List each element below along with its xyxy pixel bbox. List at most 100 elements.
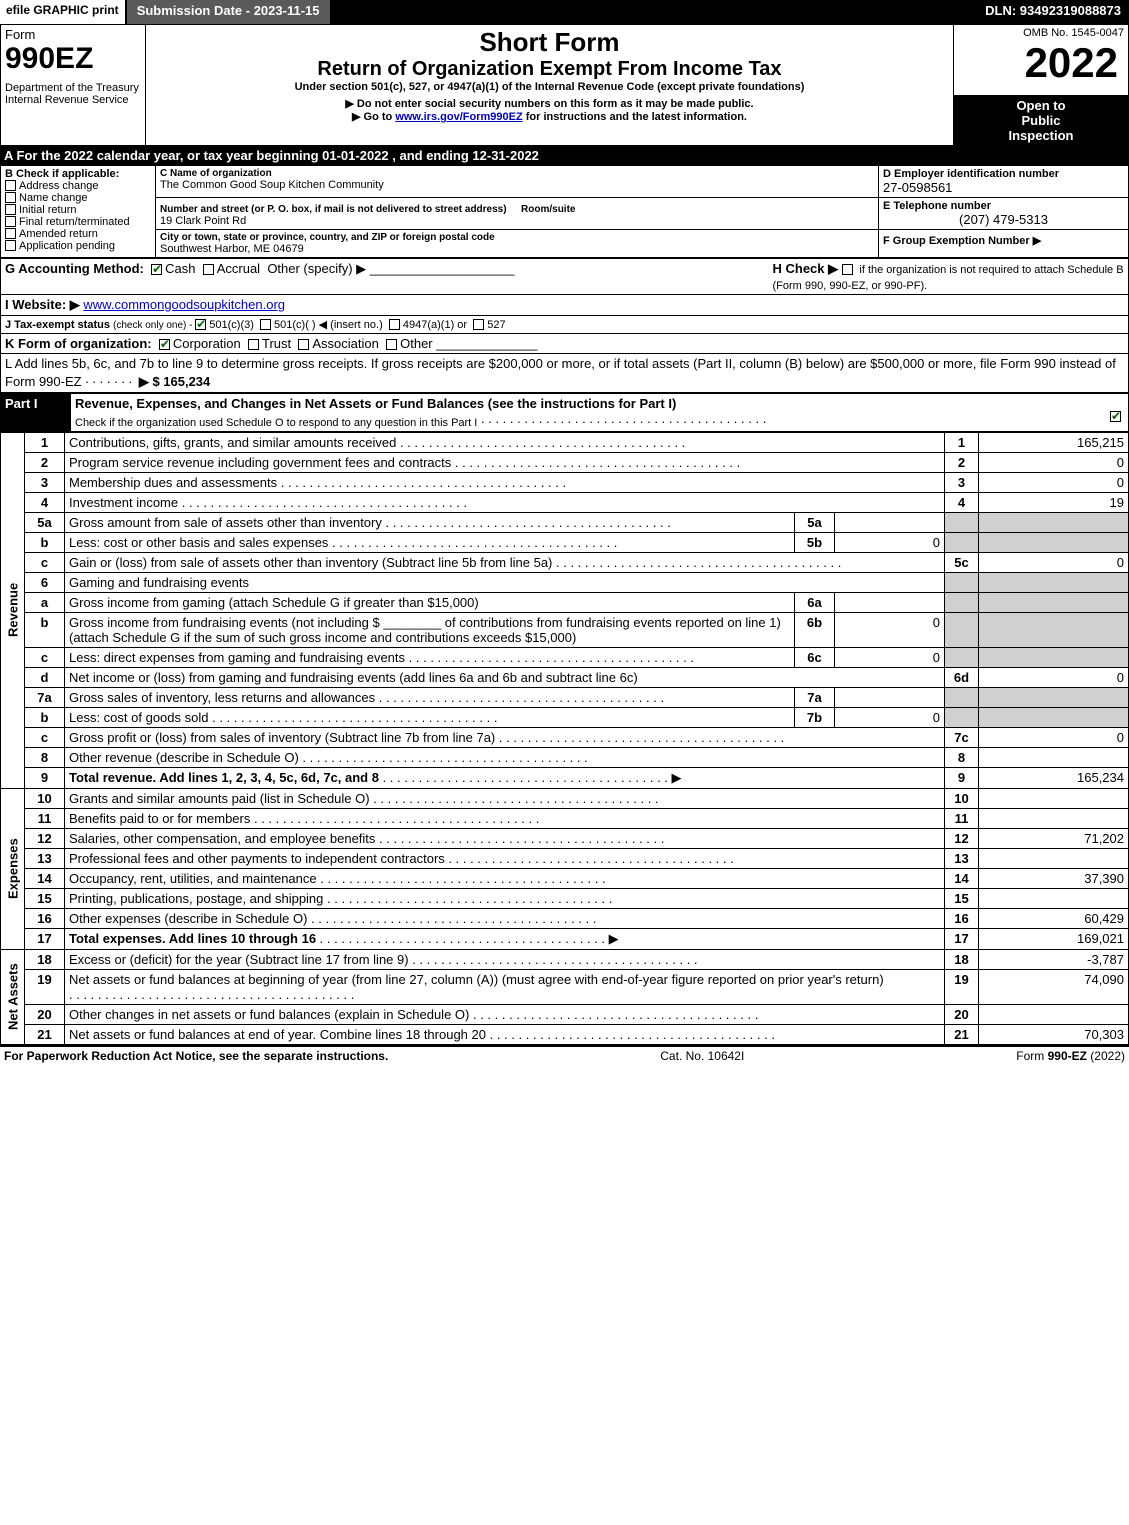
subamt-6b: 0 [834,612,944,647]
chk-application-pending[interactable] [5,240,16,251]
gray-7b [945,707,979,727]
gray-6-amt [979,572,1129,592]
gray-6 [945,572,979,592]
desc-6: Gaming and fundraising events [65,572,945,592]
amt-19: 74,090 [979,969,1129,1004]
room-label: Room/suite [521,204,575,215]
line-a: A For the 2022 calendar year, or tax yea… [0,146,1129,165]
box-16: 16 [945,908,979,928]
desc-20: Other changes in net assets or fund bala… [69,1007,469,1022]
desc-7c: Gross profit or (loss) from sales of inv… [69,730,495,745]
desc-13: Professional fees and other payments to … [69,851,445,866]
chk-4947[interactable] [389,319,400,330]
line-19: 19 Net assets or fund balances at beginn… [1,969,1129,1004]
short-form-title: Short Form [150,27,949,58]
box-6d: 6d [945,667,979,687]
main-title: Return of Organization Exempt From Incom… [150,58,949,81]
subamt-6c: 0 [834,647,944,667]
n-9: 9 [25,767,65,788]
line-7c: c Gross profit or (loss) from sales of i… [1,727,1129,747]
dots [409,952,698,967]
n-1: 1 [25,432,65,452]
desc-8: Other revenue (describe in Schedule O) [69,750,299,765]
box-13: 13 [945,848,979,868]
amt-8 [979,747,1129,767]
efile-link[interactable]: efile GRAPHIC print [0,0,127,24]
sub-6c: 6c [794,647,834,667]
box-2: 2 [945,452,979,472]
i-label: I Website: ▶ [5,297,80,312]
desc-14: Occupancy, rent, utilities, and maintena… [69,871,317,886]
amt-1: 165,215 [979,432,1129,452]
desc-2: Program service revenue including govern… [69,455,451,470]
gray-6a-amt [979,592,1129,612]
desc-7a: Gross sales of inventory, less returns a… [69,690,375,705]
dots [317,871,606,886]
opt-501c: 501(c)( ) ◀ (insert no.) [274,319,383,331]
chk-initial-return[interactable] [5,204,16,215]
desc-5b: Less: cost or other basis and sales expe… [69,535,328,550]
gray-6c-amt [979,647,1129,667]
chk-association[interactable] [298,339,309,350]
chk-address-change[interactable] [5,180,16,191]
chk-cash[interactable] [151,264,162,275]
desc-15: Printing, publications, postage, and shi… [69,891,323,906]
chk-other-org[interactable] [386,339,397,350]
desc-5a: Gross amount from sale of assets other t… [69,515,382,530]
n-8: 8 [25,747,65,767]
form-word: Form [5,27,141,42]
street: 19 Clark Point Rd [160,215,874,227]
box-12: 12 [945,828,979,848]
line-21: 21 Net assets or fund balances at end of… [1,1024,1129,1044]
part-i-label: Part I [1,393,71,431]
gray-7b-amt [979,707,1129,727]
opt-name-change: Name change [19,192,88,204]
street-label: Number and street (or P. O. box, if mail… [160,204,507,215]
opt-association: Association [312,336,378,351]
desc-6a: Gross income from gaming (attach Schedul… [65,592,795,612]
gray-7a-amt [979,687,1129,707]
arrow-9: ▶ [672,770,682,785]
n-21: 21 [25,1024,65,1044]
amt-21: 70,303 [979,1024,1129,1044]
chk-corporation[interactable] [159,339,170,350]
desc-16: Other expenses (describe in Schedule O) [69,911,307,926]
gray-5b [945,532,979,552]
gray-5b-amt [979,532,1129,552]
desc-18: Excess or (deficit) for the year (Subtra… [69,952,409,967]
box-14: 14 [945,868,979,888]
chk-schedule-o-part-i[interactable] [1110,411,1121,422]
d-ein-label: D Employer identification number [883,168,1124,180]
chk-final-return[interactable] [5,216,16,227]
chk-schedule-b[interactable] [842,264,853,275]
l-row: L Add lines 5b, 6c, and 7b to line 9 to … [0,354,1129,393]
e-phone: (207) 479-5313 [883,212,1124,227]
chk-name-change[interactable] [5,192,16,203]
n-6: 6 [25,572,65,592]
k-label: K Form of organization: [5,336,152,351]
dots [445,851,734,866]
submission-date: Submission Date - 2023-11-15 [127,0,330,24]
website-link[interactable]: www.commongoodsoupkitchen.org [83,297,285,312]
line-1: Revenue 1 Contributions, gifts, grants, … [1,432,1129,452]
chk-501c3[interactable] [195,319,206,330]
chk-accrual[interactable] [203,264,214,275]
irs-link[interactable]: www.irs.gov/Form990EZ [395,111,522,123]
box-19: 19 [945,969,979,1004]
gray-6b-amt [979,612,1129,647]
tax-year: 2022 [958,39,1124,87]
l-amount: ▶ $ 165,234 [139,374,210,389]
lines-table: Revenue 1 Contributions, gifts, grants, … [0,432,1129,1045]
line-10: Expenses 10 Grants and similar amounts p… [1,788,1129,808]
chk-501c[interactable] [260,319,271,330]
chk-amended-return[interactable] [5,228,16,239]
part-i-heading: Revenue, Expenses, and Changes in Net As… [75,396,676,411]
line-5b: b Less: cost or other basis and sales ex… [1,532,1129,552]
desc-11: Benefits paid to or for members [69,811,250,826]
amt-3: 0 [979,472,1129,492]
chk-527[interactable] [473,319,484,330]
desc-9: Total revenue. Add lines 1, 2, 3, 4, 5c,… [69,770,379,785]
amt-9: 165,234 [979,767,1129,788]
chk-trust[interactable] [248,339,259,350]
dots [382,515,671,530]
